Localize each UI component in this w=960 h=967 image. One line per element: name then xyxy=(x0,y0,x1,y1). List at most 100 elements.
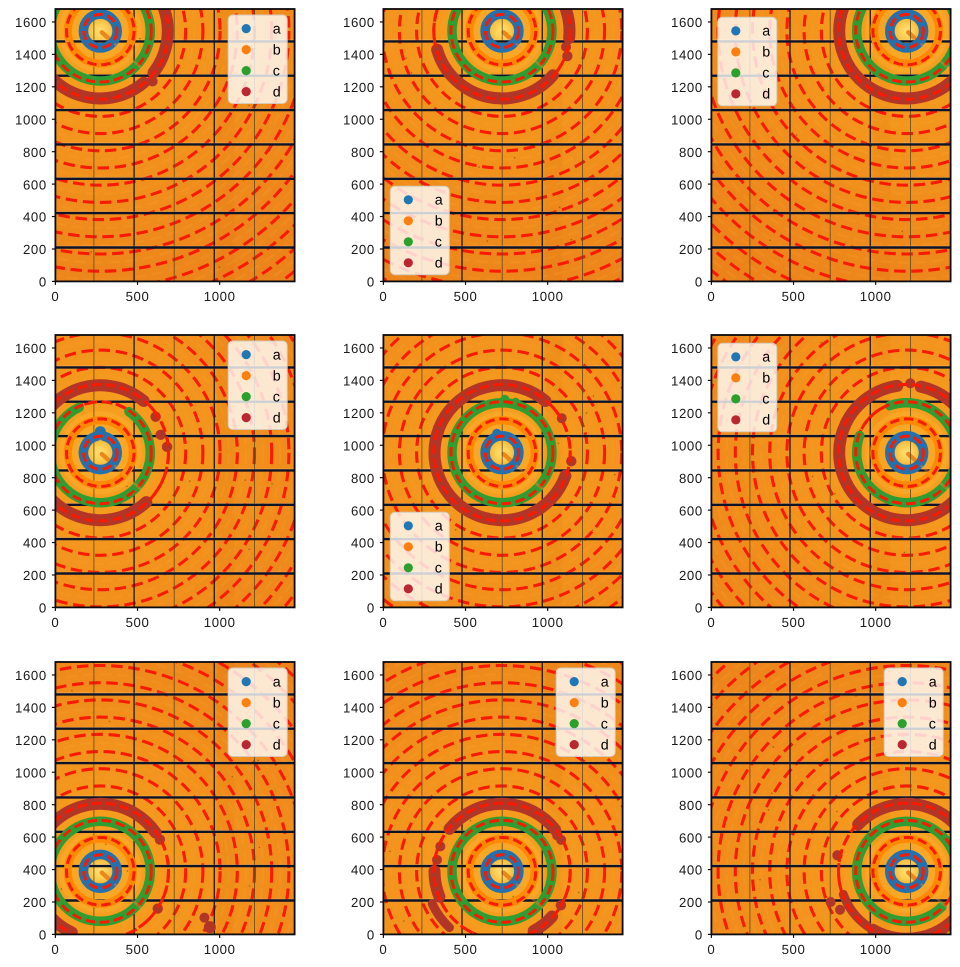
svg-text:c: c xyxy=(273,389,280,405)
svg-text:1200: 1200 xyxy=(15,80,47,95)
svg-text:1200: 1200 xyxy=(343,733,375,748)
svg-text:b: b xyxy=(762,45,770,61)
svg-text:1000: 1000 xyxy=(671,438,703,453)
svg-text:1000: 1000 xyxy=(343,765,375,780)
svg-text:1600: 1600 xyxy=(15,668,47,683)
svg-text:d: d xyxy=(762,413,770,429)
svg-text:1400: 1400 xyxy=(343,374,375,389)
svg-text:a: a xyxy=(273,21,281,37)
svg-text:600: 600 xyxy=(679,177,703,192)
svg-text:800: 800 xyxy=(351,471,375,486)
svg-text:b: b xyxy=(762,371,770,387)
svg-text:1000: 1000 xyxy=(204,615,236,630)
svg-text:200: 200 xyxy=(23,895,47,910)
svg-text:b: b xyxy=(435,214,443,230)
svg-text:d: d xyxy=(929,737,937,753)
svg-text:1400: 1400 xyxy=(15,48,47,63)
svg-text:0: 0 xyxy=(51,615,59,630)
svg-text:400: 400 xyxy=(679,536,703,551)
svg-text:1000: 1000 xyxy=(860,615,892,630)
svg-text:0: 0 xyxy=(51,942,59,957)
svg-text:800: 800 xyxy=(23,798,47,813)
svg-text:1200: 1200 xyxy=(671,406,703,421)
svg-text:1200: 1200 xyxy=(15,406,47,421)
svg-text:b: b xyxy=(435,540,443,556)
svg-text:c: c xyxy=(273,63,280,79)
svg-text:800: 800 xyxy=(351,145,375,160)
svg-text:c: c xyxy=(435,561,442,577)
svg-text:1200: 1200 xyxy=(343,406,375,421)
svg-text:400: 400 xyxy=(23,536,47,551)
svg-text:1400: 1400 xyxy=(343,48,375,63)
svg-text:400: 400 xyxy=(351,536,375,551)
svg-text:1000: 1000 xyxy=(204,942,236,957)
svg-text:1000: 1000 xyxy=(860,942,892,957)
svg-text:a: a xyxy=(762,24,770,40)
svg-text:400: 400 xyxy=(679,210,703,225)
svg-text:1000: 1000 xyxy=(15,112,47,127)
svg-text:d: d xyxy=(435,582,443,598)
svg-text:0: 0 xyxy=(379,942,387,957)
svg-text:b: b xyxy=(273,695,281,711)
svg-text:d: d xyxy=(435,256,443,272)
svg-text:200: 200 xyxy=(351,895,375,910)
svg-text:1000: 1000 xyxy=(343,112,375,127)
svg-text:0: 0 xyxy=(695,928,703,943)
svg-text:500: 500 xyxy=(782,942,806,957)
svg-text:0: 0 xyxy=(707,289,715,304)
svg-text:a: a xyxy=(601,674,609,690)
svg-text:1400: 1400 xyxy=(15,374,47,389)
svg-text:1600: 1600 xyxy=(343,668,375,683)
svg-text:500: 500 xyxy=(454,942,478,957)
svg-text:800: 800 xyxy=(679,145,703,160)
svg-text:500: 500 xyxy=(454,615,478,630)
svg-text:0: 0 xyxy=(51,289,59,304)
svg-text:b: b xyxy=(601,695,609,711)
svg-text:800: 800 xyxy=(351,798,375,813)
svg-text:400: 400 xyxy=(23,863,47,878)
svg-text:1400: 1400 xyxy=(671,374,703,389)
svg-text:200: 200 xyxy=(679,895,703,910)
svg-text:1000: 1000 xyxy=(532,942,564,957)
svg-text:1000: 1000 xyxy=(671,112,703,127)
svg-text:500: 500 xyxy=(782,615,806,630)
svg-text:1600: 1600 xyxy=(671,668,703,683)
svg-text:0: 0 xyxy=(707,942,715,957)
svg-text:1000: 1000 xyxy=(532,615,564,630)
svg-text:1400: 1400 xyxy=(671,48,703,63)
svg-text:500: 500 xyxy=(782,289,806,304)
svg-text:1000: 1000 xyxy=(860,289,892,304)
svg-text:c: c xyxy=(929,716,936,732)
svg-text:c: c xyxy=(601,716,608,732)
svg-text:600: 600 xyxy=(351,177,375,192)
svg-text:1200: 1200 xyxy=(15,733,47,748)
svg-text:200: 200 xyxy=(23,242,47,257)
svg-text:0: 0 xyxy=(367,928,375,943)
svg-text:500: 500 xyxy=(126,942,150,957)
svg-text:600: 600 xyxy=(679,503,703,518)
svg-text:200: 200 xyxy=(679,242,703,257)
svg-text:1600: 1600 xyxy=(15,341,47,356)
svg-text:200: 200 xyxy=(351,242,375,257)
svg-text:500: 500 xyxy=(126,289,150,304)
svg-text:a: a xyxy=(929,674,937,690)
svg-text:1000: 1000 xyxy=(343,438,375,453)
svg-text:600: 600 xyxy=(351,830,375,845)
svg-text:0: 0 xyxy=(367,601,375,616)
svg-text:d: d xyxy=(273,737,281,753)
svg-text:1000: 1000 xyxy=(15,438,47,453)
svg-text:0: 0 xyxy=(39,601,47,616)
svg-text:1000: 1000 xyxy=(532,289,564,304)
svg-text:1600: 1600 xyxy=(343,15,375,30)
svg-text:1200: 1200 xyxy=(671,733,703,748)
svg-text:1600: 1600 xyxy=(343,341,375,356)
svg-text:800: 800 xyxy=(23,145,47,160)
svg-text:400: 400 xyxy=(351,210,375,225)
svg-text:0: 0 xyxy=(695,601,703,616)
svg-text:0: 0 xyxy=(707,615,715,630)
svg-text:a: a xyxy=(762,350,770,366)
svg-text:1200: 1200 xyxy=(671,80,703,95)
svg-text:a: a xyxy=(273,347,281,363)
svg-text:1600: 1600 xyxy=(671,341,703,356)
svg-text:b: b xyxy=(273,368,281,384)
